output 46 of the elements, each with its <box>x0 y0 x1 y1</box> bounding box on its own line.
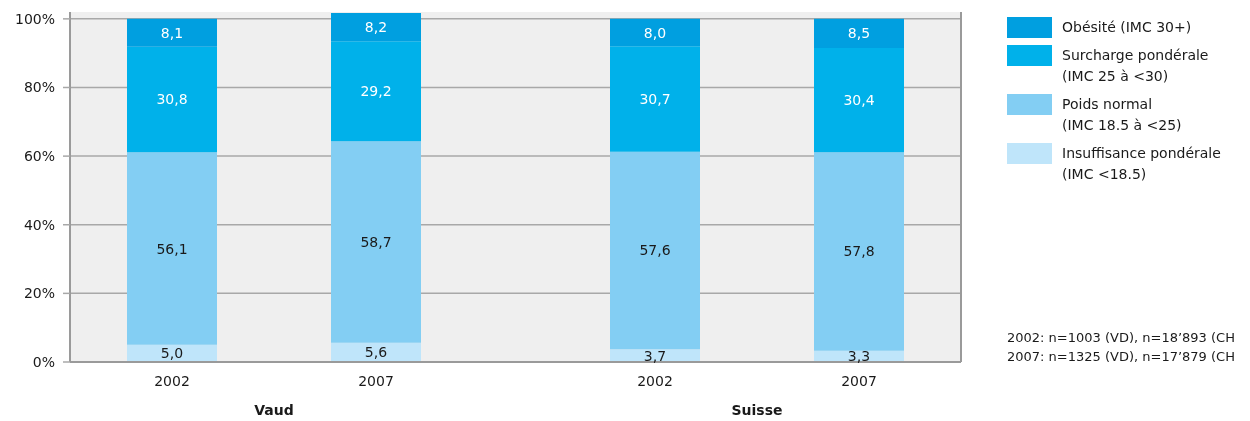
data-label: 3,3 <box>847 348 871 365</box>
data-label: 5,0 <box>160 345 184 362</box>
bar <box>331 13 421 42</box>
text: 2007: n=1325 (VD), n=17’879 (CH <box>1007 348 1235 366</box>
y-tick-label: 20% <box>23 285 55 302</box>
data-label: 8,1 <box>160 24 184 41</box>
data-label: 57,6 <box>639 242 671 259</box>
data-label: 8,5 <box>847 25 871 42</box>
x-tick-label: 2007 <box>358 372 394 389</box>
data-label: 30,8 <box>156 91 188 108</box>
x-tick-label: 2007 <box>841 372 877 389</box>
text: 2002: n=1003 (VD), n=18’893 (CH <box>1007 329 1235 347</box>
data-label: 30,4 <box>843 92 875 109</box>
x-tick-label: 2002 <box>637 372 673 389</box>
bar <box>331 141 421 343</box>
legend-label: Obésité (IMC 30+) <box>1062 18 1192 37</box>
x-axis-title: Suisse <box>731 402 783 418</box>
bar <box>127 46 217 153</box>
bar <box>814 48 904 153</box>
bar <box>127 152 217 345</box>
bar <box>814 18 904 49</box>
bar <box>331 41 421 142</box>
y-tick-label: 60% <box>23 148 55 165</box>
data-label: 5,6 <box>364 344 388 361</box>
x-axis-title: Vaud <box>254 402 294 418</box>
bar <box>610 151 700 350</box>
y-tick-label: 0% <box>32 353 55 370</box>
y-tick-label: 40% <box>23 216 55 233</box>
data-label: 8,0 <box>643 24 667 41</box>
bar <box>814 152 904 351</box>
data-label: 30,7 <box>639 90 671 107</box>
legend-label: Surcharge pondérale (IMC 25 à <30) <box>1062 46 1209 86</box>
legend-label: Poids normal (IMC 18.5 à <25) <box>1062 95 1182 135</box>
data-label: 57,8 <box>843 243 875 260</box>
data-label: 56,1 <box>156 240 188 257</box>
data-label: 58,7 <box>360 234 392 251</box>
data-label: 29,2 <box>360 83 392 100</box>
y-tick-label: 80% <box>23 79 55 96</box>
bar <box>610 18 700 47</box>
legend-label: Insuffisance pondérale (IMC <18.5) <box>1062 144 1221 184</box>
bar <box>127 18 217 47</box>
x-tick-label: 2002 <box>154 372 190 389</box>
bar <box>610 46 700 152</box>
data-label: 3,7 <box>643 347 667 364</box>
y-tick-label: 100% <box>14 10 55 27</box>
data-label: 8,2 <box>364 19 388 36</box>
